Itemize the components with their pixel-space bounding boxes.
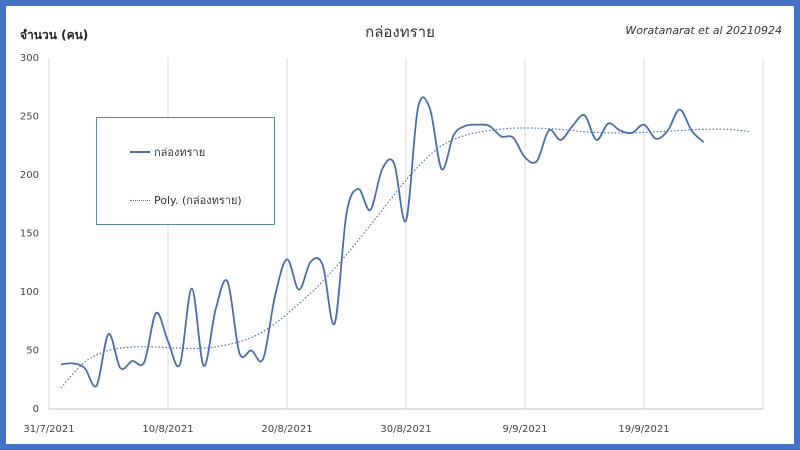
legend-item-actual: กล่องทราย [130,143,205,161]
x-tick-label: 19/9/2021 [618,424,669,435]
y-tick-label: 150 [20,229,39,240]
x-tick-label: 30/8/2021 [380,424,431,435]
y-tick-label: 50 [26,346,39,357]
legend-item-poly: Poly. (กล่องทราย) [130,191,242,209]
x-tick-label: 10/8/2021 [142,424,193,435]
legend-label-poly: Poly. (กล่องทราย) [154,194,242,207]
chart-area: จำนวน (คน) กล่องทราย Woratanarat et al 2… [6,6,794,444]
y-axis-label: จำนวน (คน) [20,28,89,42]
plot-svg: 0 50 100 150 200 250 300 31/7/2021 10/8/2021 20/8… [20,53,764,435]
y-tick-label: 300 [20,53,39,64]
y-tick-label: 0 [33,404,39,415]
legend-swatch-solid [130,151,150,153]
y-tick-label: 200 [20,170,39,181]
legend-swatch-dotted [130,199,150,201]
chart-title: กล่องทราย [365,23,435,41]
y-tick-label: 100 [20,287,39,298]
y-tick-label: 250 [20,112,39,123]
x-tick-label: 20/8/2021 [261,424,312,435]
legend-label-actual: กล่องทราย [154,146,206,159]
chart-credit: Woratanarat et al 20210924 [625,24,782,37]
legend: กล่องทราย Poly. (กล่องทราย) [96,117,275,225]
x-tick-label: 31/7/2021 [23,424,74,435]
x-tick-label: 9/9/2021 [503,424,548,435]
